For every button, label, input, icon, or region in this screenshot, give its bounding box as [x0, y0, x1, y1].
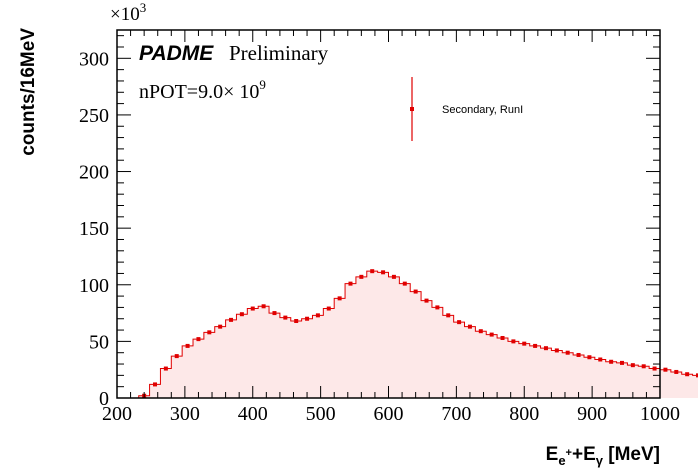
data-point — [326, 306, 331, 311]
preliminary-label: Preliminary — [229, 41, 329, 65]
x-tick-label: 1000 — [640, 403, 680, 425]
data-point — [554, 348, 559, 353]
data-point — [218, 324, 223, 329]
axis-ticks — [116, 30, 661, 399]
data-point — [630, 363, 635, 368]
data-point — [283, 315, 288, 320]
legend-entry-label: Secondary, RunI — [442, 104, 523, 116]
data-point — [239, 312, 244, 317]
data-point — [435, 305, 440, 310]
data-point — [359, 274, 364, 279]
x-tick-label: 500 — [306, 403, 336, 425]
x-tick-label: 200 — [102, 403, 132, 425]
x-axis-title: Ee++Eγ [MeV] — [546, 444, 660, 468]
data-point — [457, 320, 462, 325]
data-point — [641, 364, 646, 369]
pot-label: nPOT=9.0× 109 — [139, 77, 266, 103]
y-tick-label: 0 — [99, 388, 109, 410]
data-point — [294, 319, 299, 324]
y-tick-label: 150 — [79, 218, 109, 240]
data-point — [261, 304, 266, 309]
data-point — [685, 372, 690, 377]
data-point — [446, 313, 451, 318]
data-point — [500, 335, 505, 340]
data-point — [337, 296, 342, 301]
data-point — [533, 343, 538, 348]
data-point — [522, 341, 527, 346]
data-point — [619, 360, 624, 365]
data-point — [598, 357, 603, 362]
data-point — [565, 350, 570, 355]
data-point — [305, 316, 310, 321]
data-point — [163, 366, 168, 371]
axis-tick-labels: 200 300 400 500 600 700 800 900 1000 0 50 100 150 200… — [79, 48, 680, 425]
data-point — [696, 373, 698, 378]
data-point — [381, 270, 386, 275]
data-point — [467, 324, 472, 329]
data-point — [674, 369, 679, 374]
data-point — [229, 317, 234, 322]
y-tick-label: 50 — [89, 331, 109, 353]
x-tick-label: 400 — [238, 403, 268, 425]
data-point — [315, 313, 320, 318]
experiment-label: PADME — [139, 42, 214, 65]
y-axis-title: counts/16MeV — [18, 28, 39, 156]
data-point — [391, 274, 396, 279]
histogram-outline — [138, 270, 698, 398]
data-point — [663, 367, 668, 372]
data-point — [402, 281, 407, 286]
data-point — [652, 366, 657, 371]
data-point — [185, 343, 190, 348]
data-point — [609, 359, 614, 364]
data-point — [424, 298, 429, 303]
data-point — [250, 306, 255, 311]
legend: Secondary, RunI — [410, 77, 523, 141]
y-tick-label: 300 — [79, 48, 109, 70]
data-point — [587, 355, 592, 360]
y-multiplier-label: ×103 — [110, 0, 146, 25]
x-tick-label: 900 — [577, 403, 607, 425]
x-tick-label: 700 — [441, 403, 471, 425]
data-point — [543, 346, 548, 351]
histogram-fill-layer — [138, 271, 698, 398]
data-point — [272, 311, 277, 316]
data-point — [196, 337, 201, 342]
x-tick-label: 300 — [170, 403, 200, 425]
data-point — [511, 339, 516, 344]
y-tick-label: 200 — [79, 162, 109, 184]
data-point — [478, 329, 483, 334]
data-points-layer — [142, 269, 698, 398]
y-tick-label: 100 — [79, 275, 109, 297]
data-point — [489, 332, 494, 337]
data-point — [174, 354, 179, 359]
histogram-fill — [138, 271, 698, 398]
histogram-line-layer — [138, 270, 698, 398]
legend-marker — [410, 107, 414, 111]
data-point — [153, 382, 158, 387]
data-point — [370, 269, 375, 274]
data-point — [576, 352, 581, 357]
data-point — [413, 289, 418, 294]
data-point — [348, 281, 353, 286]
y-tick-label: 250 — [79, 105, 109, 127]
x-tick-label: 800 — [509, 403, 539, 425]
x-tick-label: 600 — [374, 403, 404, 425]
data-point — [207, 330, 212, 335]
